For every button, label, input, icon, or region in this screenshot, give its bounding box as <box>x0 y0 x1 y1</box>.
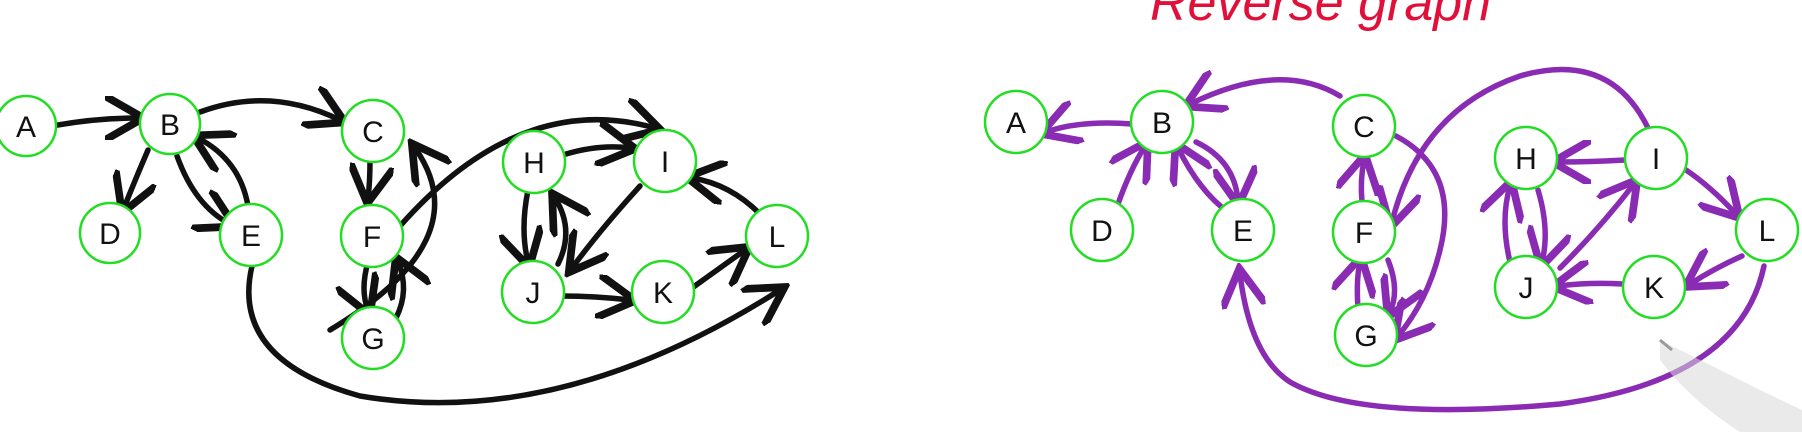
reversed-edge-l-e <box>1240 266 1767 413</box>
reverse-graph-title: Reverse graph <box>1150 0 1491 32</box>
original-node-d-label: D <box>99 218 121 251</box>
original-edge-b-d <box>124 147 148 208</box>
reversed-edge-i-f <box>1392 66 1651 223</box>
original-edge-h-i <box>563 147 630 154</box>
reversed-edge-l-k <box>1690 256 1745 284</box>
original-node-c: C <box>340 98 406 164</box>
reversed-edge-f-g <box>1388 257 1395 312</box>
original-node-f: F <box>339 203 405 269</box>
original-node-a-label: A <box>16 111 36 144</box>
reversed-node-l: L <box>1734 197 1800 263</box>
reversed-node-e: E <box>1210 197 1276 263</box>
reversed-node-d-label: D <box>1091 215 1113 248</box>
original-node-g-label: G <box>361 323 384 356</box>
original-edge-j-k <box>559 296 630 300</box>
reversed-graph: A B C D E F G <box>983 66 1800 413</box>
original-edge-j-h <box>555 198 566 267</box>
reversed-node-a-label: A <box>1006 107 1026 140</box>
reversed-edge-j-h <box>1505 186 1510 265</box>
original-edge-c-f <box>368 157 370 198</box>
reversed-node-j: J <box>1493 254 1559 320</box>
reversed-node-c-label: C <box>1353 111 1375 144</box>
reversed-node-j-label: J <box>1519 272 1534 305</box>
reversed-node-g: G <box>1333 302 1399 368</box>
reversed-node-h-label: H <box>1515 143 1537 176</box>
original-node-k-label: K <box>653 277 673 310</box>
original-edge-g-f <box>396 262 404 321</box>
reversed-edge-i-h <box>1558 160 1628 162</box>
original-node-i: I <box>632 128 698 194</box>
reversed-edge-d-b <box>1118 146 1145 207</box>
original-node-j-label: J <box>526 277 541 310</box>
original-node-b-label: B <box>160 109 180 142</box>
reversed-edge-c-g <box>1396 133 1448 336</box>
original-edge-k-l <box>689 250 745 291</box>
original-node-l: L <box>744 203 810 269</box>
original-node-h: H <box>501 129 567 195</box>
reversed-edge-h-j <box>1538 187 1545 262</box>
reversed-node-f: F <box>1331 199 1397 265</box>
original-edges <box>49 101 780 406</box>
reversed-node-k-label: K <box>1644 272 1664 305</box>
reversed-node-l-label: L <box>1759 215 1776 248</box>
reversed-edge-c-b <box>1190 80 1343 104</box>
reversed-node-i-label: I <box>1652 143 1660 176</box>
reversed-edge-g-f <box>1357 262 1360 311</box>
original-node-c-label: C <box>362 116 384 149</box>
original-edge-l-i <box>692 178 763 217</box>
original-node-h-label: H <box>523 147 545 180</box>
original-edge-b-e <box>174 153 230 224</box>
reversed-nodes: A B C D E F G <box>983 89 1800 368</box>
reversed-edge-b-a <box>1046 123 1135 132</box>
reversed-edge-k-j <box>1558 283 1625 286</box>
original-node-j: J <box>500 259 566 325</box>
original-edge-a-b <box>49 118 138 126</box>
reversed-node-b-label: B <box>1152 107 1172 140</box>
original-graph: A B C D E F G <box>0 92 810 406</box>
reversed-node-h: H <box>1493 125 1559 191</box>
reversed-edge-i-l <box>1683 167 1736 214</box>
original-edge-e-l <box>246 263 780 406</box>
original-node-l-label: L <box>769 221 786 254</box>
reversed-node-g-label: G <box>1354 320 1377 353</box>
reversed-node-i: I <box>1623 125 1689 191</box>
original-node-g: G <box>340 305 406 371</box>
reversed-node-e-label: E <box>1233 215 1253 248</box>
reversed-edge-f-c <box>1361 160 1364 205</box>
original-node-i-label: I <box>661 146 669 179</box>
reversed-edges <box>1046 66 1767 413</box>
original-node-e: E <box>218 202 284 268</box>
original-node-f-label: F <box>363 221 381 254</box>
original-edge-b-c <box>197 101 340 120</box>
original-edge-i-j <box>572 183 643 268</box>
reversed-edge-b-e <box>1193 139 1238 200</box>
original-node-k: K <box>630 259 696 325</box>
original-edge-f-g <box>364 259 368 310</box>
original-node-e-label: E <box>241 220 261 253</box>
original-edge-h-j <box>524 187 528 262</box>
reversed-node-a: A <box>983 89 1049 155</box>
reversed-node-c: C <box>1331 93 1397 159</box>
original-node-a: A <box>0 94 58 158</box>
reversed-node-b: B <box>1129 89 1195 155</box>
original-edge-e-b <box>198 138 251 209</box>
reversed-node-k: K <box>1621 254 1687 320</box>
original-node-b: B <box>138 92 202 156</box>
reversed-node-f-label: F <box>1355 217 1373 250</box>
reversed-node-d: D <box>1069 197 1135 263</box>
pen-tip-illustration <box>1659 338 1802 432</box>
original-nodes: A B C D E F G <box>0 92 810 371</box>
reversed-edge-j-i <box>1557 184 1634 271</box>
original-node-d: D <box>78 201 142 265</box>
